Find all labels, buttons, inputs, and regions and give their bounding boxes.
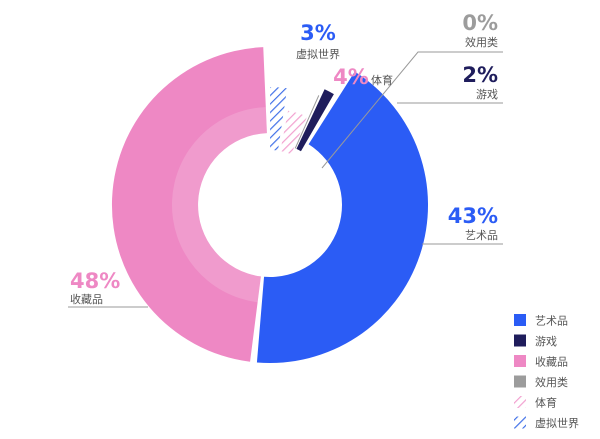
data-label-virtual-name: 虚拟世界: [296, 47, 340, 61]
legend-swatch-5: [514, 416, 526, 429]
data-label-virtual-value: 3%: [300, 21, 336, 45]
leader-utility: [321, 51, 503, 169]
slice-sports: [280, 110, 308, 155]
data-label-utility-value: 0%: [462, 11, 498, 35]
legend-label-2: 收藏品: [535, 355, 568, 369]
legend-label-5: 虚拟世界: [535, 416, 579, 430]
data-label-games-value: 2%: [462, 63, 498, 87]
data-label-sports-value: 4%: [333, 65, 369, 89]
legend-swatch-3: [514, 375, 526, 388]
data-label-sports-name: 体育: [371, 73, 393, 87]
slice-collectibles: [111, 47, 267, 362]
data-label-art-value: 43%: [448, 204, 498, 228]
slice-collectibles-inner-band: [171, 107, 267, 303]
legend-swatch-1: [514, 334, 526, 347]
slice-utility: [294, 95, 320, 149]
legend-label-3: 效用类: [535, 375, 568, 389]
donut-slices: [111, 47, 429, 364]
data-label-utility-name: 效用类: [465, 35, 498, 49]
data-label-collectibles-value: 48%: [70, 269, 120, 293]
legend-label-0: 艺术品: [535, 315, 568, 328]
legend-swatch-2: [514, 355, 526, 367]
data-label-collectibles-name: 收藏品: [70, 292, 103, 306]
slice-games: [296, 89, 334, 152]
legend-swatch-0: [514, 314, 526, 326]
legend-swatch-4: [514, 396, 526, 408]
slice-virtual: [270, 87, 288, 151]
leader-lines: [68, 51, 503, 308]
legend-label-1: 游戏: [535, 335, 557, 348]
slice-art: [256, 71, 429, 364]
legend-label-4: 体育: [535, 396, 557, 410]
data-labels: 0% 效用类 2% 游戏 43% 艺术品 3% 虚拟世界 4% 体育 48% 收…: [70, 11, 498, 306]
data-label-games-name: 游戏: [476, 88, 498, 101]
data-label-art-name: 艺术品: [465, 229, 498, 242]
